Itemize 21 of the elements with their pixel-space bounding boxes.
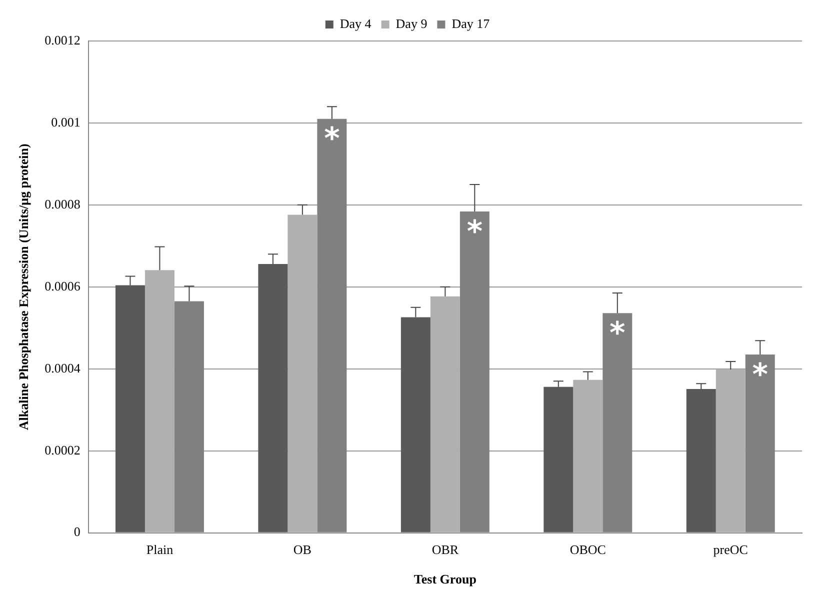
legend-label: Day 17 [452,16,490,31]
legend-label: Day 9 [396,16,428,31]
y-tick-label: 0.0012 [44,32,80,48]
y-tick-label: 0.0008 [44,196,80,212]
x-tick-label: preOC [713,542,748,558]
x-tick-label: OBR [432,542,459,558]
data-label: * [324,122,340,157]
x-tick-label: Plain [146,542,174,558]
y-tick-label: 0 [74,524,80,540]
x-axis-title: Test Group [414,572,476,587]
y-tick-label: 0.0006 [44,278,81,294]
x-tick-label: OB [293,542,312,558]
data-label: * [466,214,483,250]
x-tick-label: OBOC [570,542,606,558]
y-tick-label: 0.0004 [44,360,81,376]
data-label: * [752,357,768,392]
legend-label: Day 4 [340,16,372,31]
y-tick-label: 0.0002 [44,442,80,458]
y-axis-title: Alkaline Phosphatase Expression (Units/μg protein) [16,144,32,430]
data-label: * [610,316,626,351]
y-tick-label: 0.001 [51,114,80,130]
